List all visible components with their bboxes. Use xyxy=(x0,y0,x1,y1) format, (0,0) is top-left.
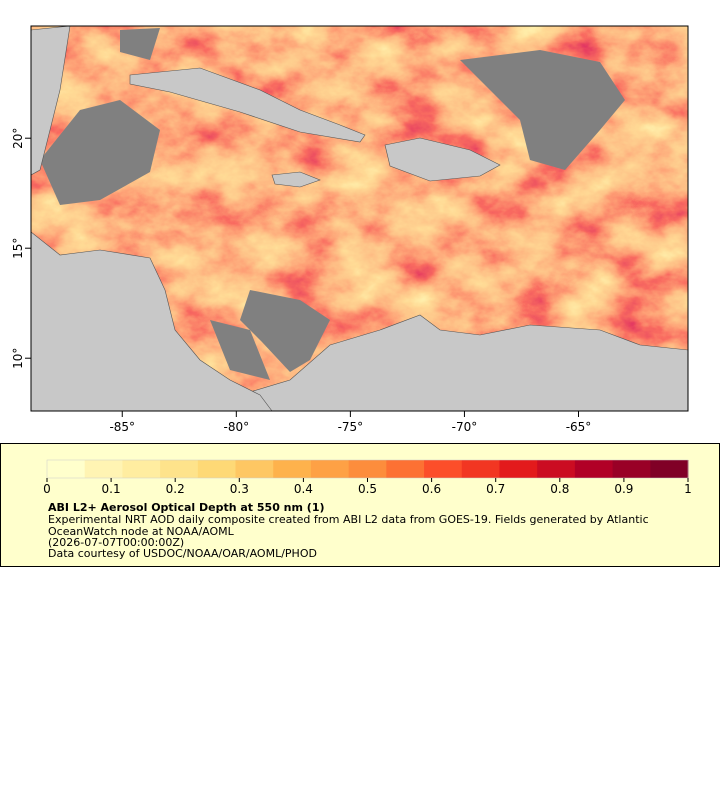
legend-text: ABI L2+ Aerosol Optical Depth at 550 nm … xyxy=(48,501,649,560)
hispaniola xyxy=(384,137,501,182)
colorbar-tick-label: 0.7 xyxy=(486,482,505,496)
colorbar: 0 0.1 0.2 0.3 0.4 0.5 0.6 0.7 0.8 0.9 1 xyxy=(43,459,692,496)
colorbar-tick-label: 0.2 xyxy=(166,482,185,496)
x-tick-label: -80° xyxy=(224,420,250,434)
colorbar-swatch xyxy=(424,460,463,478)
colorbar-tick-label: 0.6 xyxy=(422,482,441,496)
cloud-patch xyxy=(240,290,330,372)
colorbar-swatch xyxy=(47,460,86,478)
land xyxy=(31,26,688,411)
colorbar-tick-label: 0.1 xyxy=(102,482,121,496)
legend-line: Experimental NRT AOD daily composite cre… xyxy=(48,513,649,526)
cloud-patch xyxy=(210,320,270,380)
cloud-patch xyxy=(460,50,625,170)
colorbar-swatch xyxy=(235,460,274,478)
colorbar-swatch xyxy=(612,460,651,478)
no-data-areas xyxy=(40,28,625,380)
colorbar-swatch xyxy=(650,460,689,478)
colorbar-tick-label: 0 xyxy=(43,482,51,496)
x-tick-label: -85° xyxy=(109,420,135,434)
y-tick-label: 15° xyxy=(11,238,25,259)
legend-line: (2026-07-07T00:00:00Z) xyxy=(48,536,184,549)
central-america xyxy=(31,231,273,411)
colorbar-swatch xyxy=(461,460,500,478)
axes: -85° -80° -75° -70° -65° 10° 15° 20° xyxy=(11,128,591,434)
map-image xyxy=(31,26,688,411)
jamaica xyxy=(271,171,321,188)
colorbar-tick-label: 0.9 xyxy=(614,482,633,496)
y-tick-label: 20° xyxy=(11,128,25,149)
colorbar-swatch xyxy=(160,460,199,478)
legend-line: OceanWatch node at NOAA/AOML xyxy=(48,525,235,538)
y-tick-label: 10° xyxy=(11,348,25,369)
legend-line: Data courtesy of USDOC/NOAA/OAR/AOML/PHO… xyxy=(48,547,317,560)
colorbar-swatch xyxy=(499,460,538,478)
colorbar-swatch xyxy=(310,460,350,478)
legend-title: ABI L2+ Aerosol Optical Depth at 550 nm … xyxy=(48,501,325,514)
colorbar-tick-label: 0.3 xyxy=(230,482,249,496)
colorbar-swatch xyxy=(574,460,614,478)
colorbar-swatch xyxy=(386,460,425,478)
colorbar-tick-label: 0.5 xyxy=(358,482,377,496)
colorbar-swatch xyxy=(537,460,576,478)
colorbar-swatch xyxy=(273,460,312,478)
colorbar-swatch xyxy=(84,460,123,478)
plot-frame xyxy=(30,25,689,412)
cuba xyxy=(129,67,366,143)
x-tick-label: -65° xyxy=(566,420,592,434)
cloud-patch xyxy=(40,100,160,205)
cloud-patch xyxy=(120,28,160,60)
colorbar-swatch xyxy=(348,460,387,478)
colorbar-tick-label: 0.8 xyxy=(550,482,569,496)
colorbar-swatch xyxy=(197,460,237,478)
colorbar-tick-label: 0.4 xyxy=(294,482,313,496)
mexico xyxy=(31,26,71,176)
x-tick-label: -70° xyxy=(452,420,478,434)
colorbar-tick-label: 1 xyxy=(684,482,692,496)
colorbar-swatch xyxy=(122,460,161,478)
x-tick-label: -75° xyxy=(338,420,364,434)
south-america xyxy=(199,314,688,411)
